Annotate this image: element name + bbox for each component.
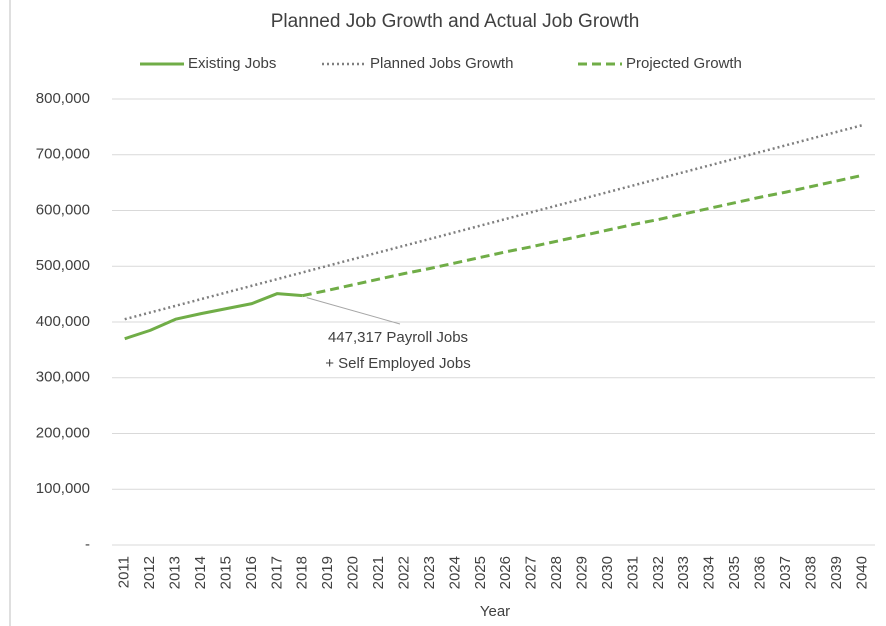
y-tick-label: 300,000 <box>36 369 90 386</box>
y-tick-label: 700,000 <box>36 146 90 163</box>
x-tick-label: 2037 <box>777 556 794 589</box>
y-tick-label: 600,000 <box>36 201 90 218</box>
x-tick-label: 2016 <box>243 556 260 589</box>
x-axis-title: Year <box>480 603 510 620</box>
y-tick-label: 400,000 <box>36 313 90 330</box>
series-line <box>124 123 863 321</box>
x-tick-label: 2019 <box>319 556 336 589</box>
x-tick-label: 2027 <box>523 556 540 589</box>
x-tick-label: 2013 <box>167 556 184 589</box>
x-tick-label: 2029 <box>573 556 590 589</box>
x-tick-label: 2023 <box>421 556 438 589</box>
y-tick-label: 100,000 <box>36 480 90 497</box>
x-tick-label: 2018 <box>294 556 311 589</box>
x-tick-label: 2015 <box>217 556 234 589</box>
series-line <box>124 292 303 341</box>
x-tick-label: 2034 <box>701 556 718 589</box>
y-tick-label: 500,000 <box>36 257 90 274</box>
x-tick-label: 2032 <box>650 556 667 589</box>
x-tick-label: 2014 <box>192 556 209 589</box>
y-tick-label: - <box>85 536 90 553</box>
chart-title: Planned Job Growth and Actual Job Growth <box>271 11 640 32</box>
x-tick-label: 2011 <box>116 556 133 588</box>
x-tick-label: 2020 <box>345 556 362 589</box>
y-tick-label: 200,000 <box>36 424 90 441</box>
y-tick-label: 800,000 <box>36 90 90 107</box>
x-tick-label: 2026 <box>497 556 514 589</box>
x-tick-label: 2035 <box>726 556 743 589</box>
annotation-leader <box>306 297 401 325</box>
x-tick-label: 2031 <box>624 556 641 589</box>
annotation-text: 447,317 Payroll Jobs <box>328 329 468 346</box>
x-tick-label: 2038 <box>802 556 819 589</box>
x-tick-label: 2030 <box>599 556 616 589</box>
x-tick-label: 2021 <box>370 556 387 589</box>
legend-label: Planned Jobs Growth <box>370 55 513 72</box>
legend-label: Existing Jobs <box>188 55 276 72</box>
x-tick-label: 2039 <box>828 556 845 589</box>
x-tick-label: 2017 <box>268 556 285 589</box>
x-tick-label: 2033 <box>675 556 692 589</box>
x-tick-label: 2024 <box>446 556 463 589</box>
x-tick-label: 2025 <box>472 556 489 589</box>
x-tick-label: 2012 <box>141 556 158 589</box>
x-tick-label: 2040 <box>853 556 870 589</box>
series-line <box>302 173 863 298</box>
x-tick-label: 2028 <box>548 556 565 589</box>
x-tick-label: 2022 <box>395 556 412 589</box>
legend-label: Projected Growth <box>626 55 742 72</box>
annotation-text: + Self Employed Jobs <box>325 355 471 372</box>
x-tick-label: 2036 <box>752 556 769 589</box>
